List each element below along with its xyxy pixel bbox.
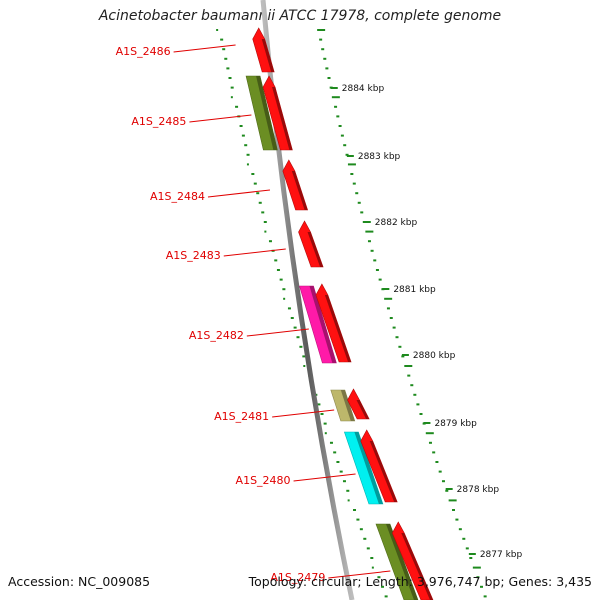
kbp-label: 2881 kbp — [393, 285, 436, 295]
gene-labels: A1S_2486 A1S_2485 A1S_2484 A1S_2483 A1S_2482… — [116, 45, 326, 584]
cds-arrow-shadow — [369, 441, 398, 502]
kbp-label: 2883 kbp — [358, 152, 401, 162]
feature-bar-shadow — [256, 76, 278, 150]
kbp-label: 2878 kbp — [457, 485, 500, 495]
cds-arrow-highlight — [362, 433, 391, 502]
cds-arrow-shadow — [401, 533, 433, 600]
cds-arrow-highlight — [317, 287, 345, 362]
feature-bar-shadow — [385, 524, 418, 600]
gene-label: A1S_2479 — [270, 571, 325, 584]
label-leader-line — [293, 473, 356, 482]
gene-label: A1S_2485 — [131, 115, 186, 128]
cds-arrow-shadow — [291, 171, 308, 210]
cds-arrow-highlight — [265, 79, 286, 150]
accession-text: Accession: NC_009085 — [8, 574, 151, 589]
cds-arrow-shadow — [356, 400, 370, 419]
label-leader-line — [207, 189, 271, 198]
kbp-scale: 2884 kbp 2883 kbp 2882 kbp 2881 kbp 2880 kbp… — [330, 84, 523, 560]
label-leader-line — [173, 44, 236, 53]
gene-label: A1S_2482 — [189, 329, 244, 342]
right-tick-track — [317, 29, 487, 598]
cds-arrow-shadow — [307, 232, 324, 267]
genome-title: Acinetobacter baumannii ATCC 17978, comp… — [98, 8, 502, 24]
cds-arrow-shadow — [261, 39, 275, 72]
cds-arrow-highlight — [394, 525, 426, 600]
label-leader-line — [328, 570, 391, 579]
label-leaders — [173, 44, 391, 579]
kbp-label: 2880 kbp — [413, 351, 456, 361]
kbp-label: 2884 kbp — [342, 84, 385, 94]
label-leader-line — [189, 114, 252, 123]
label-leader-line — [223, 248, 286, 257]
gene-label: A1S_2480 — [236, 474, 291, 487]
gene-label: A1S_2484 — [150, 190, 205, 203]
gene-label: A1S_2483 — [166, 249, 221, 262]
cds-arrow-highlight — [284, 163, 301, 210]
kbp-label: 2882 kbp — [375, 218, 418, 228]
gene-label: A1S_2486 — [116, 45, 171, 58]
cds-arrow-highlight — [349, 392, 363, 419]
kbp-label: 2879 kbp — [434, 419, 477, 429]
feature-bar-shadow — [340, 390, 355, 421]
cds-arrow-shadow — [272, 87, 293, 150]
label-leader-line — [272, 409, 335, 418]
cds-arrow-shadow — [324, 295, 352, 362]
gene-label: A1S_2481 — [214, 410, 269, 423]
label-leader-line — [246, 328, 309, 337]
feature-bar-shadow — [354, 432, 383, 504]
topology-text: Topology: circular; Length: 3,976,747 bp… — [248, 574, 592, 589]
kbp-label: 2877 kbp — [480, 550, 523, 560]
feature-bar-shadow — [309, 286, 337, 363]
cds-arrow-highlight — [300, 224, 317, 267]
feature-track — [245, 75, 419, 600]
cds-track — [252, 27, 434, 600]
cds-arrow-highlight — [254, 31, 268, 72]
